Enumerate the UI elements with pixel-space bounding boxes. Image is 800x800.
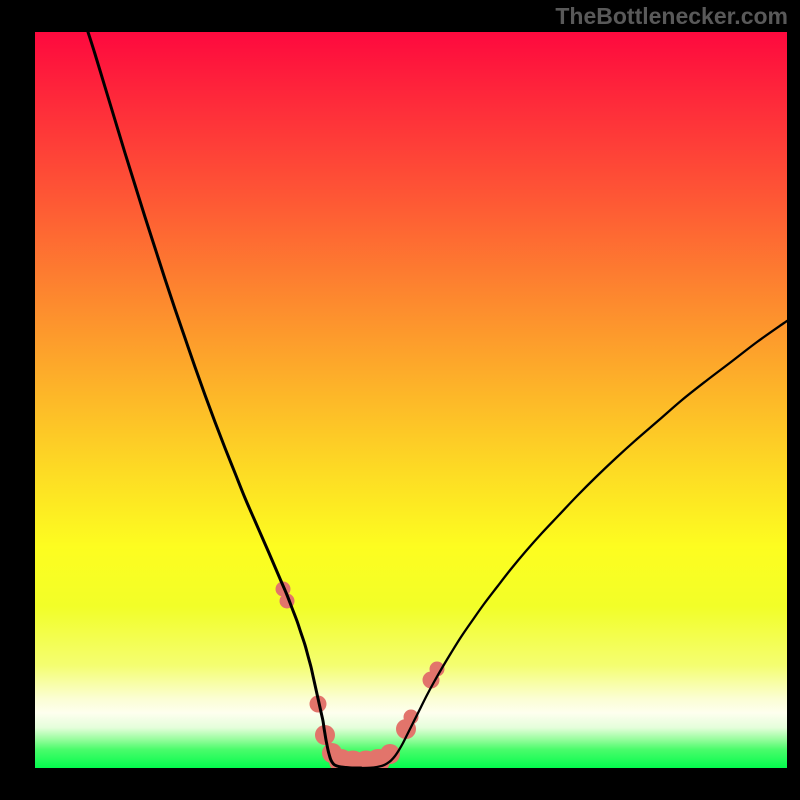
chart-svg (35, 32, 787, 768)
frame-border-left (0, 0, 35, 800)
plot-area (35, 32, 787, 768)
watermark-text: TheBottlenecker.com (555, 3, 788, 30)
frame-border-bottom (0, 768, 800, 800)
gradient-background (35, 32, 787, 768)
frame-border-right (787, 0, 800, 800)
